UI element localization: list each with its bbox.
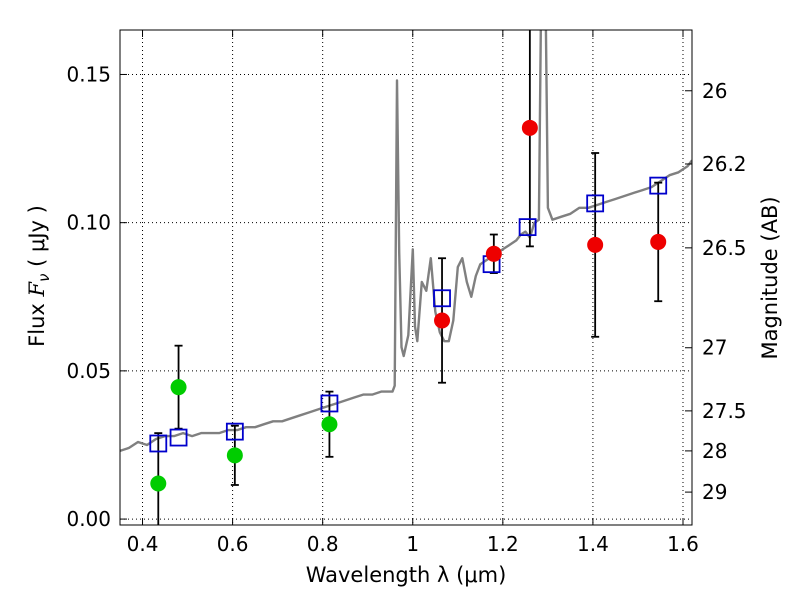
magnitude-tick-label: 29 [702, 480, 727, 504]
model-photometry-square [518, 218, 537, 237]
x-tick-label: 1 [406, 532, 419, 556]
model-photometry-square [649, 176, 668, 195]
y-tick-label: 0.10 [66, 211, 111, 235]
magnitude-tick-label: 28 [702, 439, 727, 463]
model-square-layer [149, 176, 668, 453]
photometry-point [521, 119, 538, 136]
photometry-point [226, 447, 243, 464]
photometry-point [650, 233, 667, 250]
plot-frame [119, 29, 693, 526]
x-tick-label: 1.6 [667, 532, 699, 556]
model-photometry-square [320, 394, 339, 413]
photometry-point [150, 475, 167, 492]
model-photometry-square [586, 194, 605, 213]
y-tick-label: 0.00 [66, 507, 111, 531]
magnitude-tick-label: 27 [702, 336, 727, 360]
tick-layer: 0.4 0.6 0.8 1 1.2 1.4 1.6 0.00 0.05 0.10 0.15 26 26.… [66, 30, 747, 556]
sed-model-line [120, 30, 692, 453]
photometry-point [434, 312, 451, 329]
photometry-point [587, 236, 604, 253]
magnitude-tick-label: 26 [702, 79, 727, 103]
photometry-point [485, 245, 502, 262]
photometry-point [321, 416, 338, 433]
photometry-point [170, 379, 187, 396]
y-tick-label: 0.15 [66, 62, 111, 86]
x-tick-label: 1.4 [577, 532, 609, 556]
y-axis-label: Flux Fν ( μJy ) [25, 205, 53, 347]
magnitude-tick-label: 27.5 [702, 399, 747, 423]
y-tick-label: 0.05 [66, 359, 111, 383]
model-photometry-square [149, 434, 168, 453]
magnitude-tick-label: 26.2 [702, 152, 747, 176]
model-photometry-square [169, 428, 188, 447]
x-tick-label: 0.6 [217, 532, 249, 556]
x-axis-label-text: Wavelength λ (μm) [306, 563, 507, 587]
y2-axis-label: Magnitude (AB) [758, 196, 782, 359]
x-axis-label: Wavelength λ (μm) [306, 563, 507, 587]
x-tick-label: 0.8 [307, 532, 339, 556]
x-tick-label: 0.4 [127, 532, 159, 556]
model-photometry-square [433, 289, 451, 308]
sed-line-layer [120, 30, 692, 453]
photometry-point-layer [150, 119, 667, 492]
x-tick-label: 1.2 [487, 532, 519, 556]
model-photometry-square [225, 422, 244, 441]
magnitude-tick-label: 26.5 [702, 236, 747, 260]
